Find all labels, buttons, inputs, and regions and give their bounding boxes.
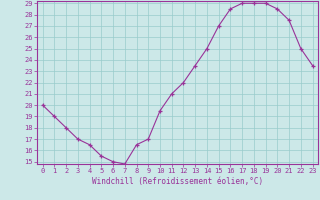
X-axis label: Windchill (Refroidissement éolien,°C): Windchill (Refroidissement éolien,°C) bbox=[92, 177, 263, 186]
